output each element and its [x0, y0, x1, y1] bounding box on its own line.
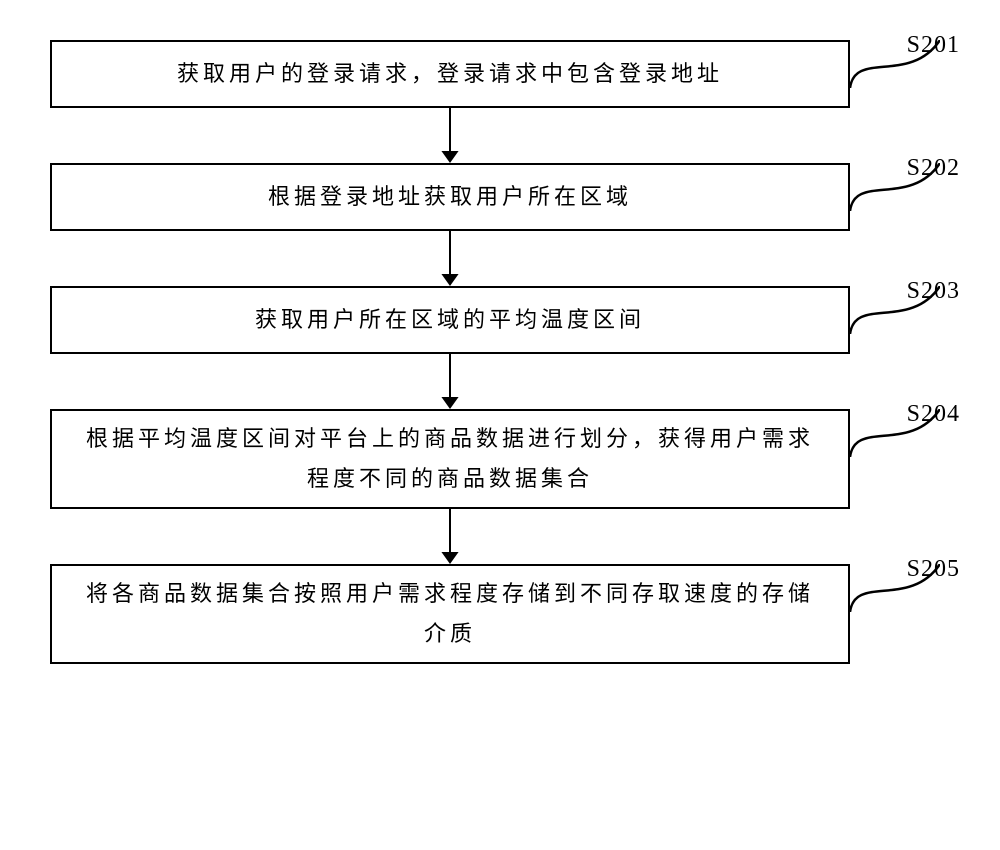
- flow-arrow: [50, 354, 850, 409]
- step-text: 获取用户所在区域的平均温度区间: [255, 300, 645, 340]
- step-text: 获取用户的登录请求，登录请求中包含登录地址: [177, 54, 723, 94]
- flow-arrow: [50, 108, 850, 163]
- step-label-text: S201: [907, 32, 960, 58]
- step-label-text: S202: [907, 155, 960, 181]
- step-text: 根据登录地址获取用户所在区域: [268, 177, 632, 217]
- step-label-text: S205: [907, 556, 960, 582]
- step-text: 将各商品数据集合按照用户需求程度存储到不同存取速度的存储介质: [76, 574, 824, 653]
- step-box-S205: 将各商品数据集合按照用户需求程度存储到不同存取速度的存储介质: [50, 564, 850, 664]
- step-box-S202: 根据登录地址获取用户所在区域: [50, 163, 850, 231]
- step-label-S202: S202: [907, 155, 960, 182]
- flow-step: 获取用户所在区域的平均温度区间S203: [50, 286, 950, 354]
- step-label-S201: S201: [907, 32, 960, 59]
- flow-step: 将各商品数据集合按照用户需求程度存储到不同存取速度的存储介质S205: [50, 564, 950, 664]
- flow-arrow: [50, 231, 850, 286]
- step-label-S203: S203: [907, 278, 960, 305]
- step-label-text: S204: [907, 401, 960, 427]
- flow-arrow: [50, 509, 850, 564]
- step-label-S204: S204: [907, 401, 960, 428]
- step-label-S205: S205: [907, 556, 960, 583]
- step-box-S203: 获取用户所在区域的平均温度区间: [50, 286, 850, 354]
- flowchart-container: 获取用户的登录请求，登录请求中包含登录地址S201 根据登录地址获取用户所在区域S…: [50, 40, 950, 664]
- flow-step: 根据登录地址获取用户所在区域S202: [50, 163, 950, 231]
- step-text: 根据平均温度区间对平台上的商品数据进行划分，获得用户需求程度不同的商品数据集合: [76, 419, 824, 498]
- step-box-S204: 根据平均温度区间对平台上的商品数据进行划分，获得用户需求程度不同的商品数据集合: [50, 409, 850, 509]
- flow-step: 根据平均温度区间对平台上的商品数据进行划分，获得用户需求程度不同的商品数据集合S…: [50, 409, 950, 509]
- step-label-text: S203: [907, 278, 960, 304]
- flow-step: 获取用户的登录请求，登录请求中包含登录地址S201: [50, 40, 950, 108]
- step-box-S201: 获取用户的登录请求，登录请求中包含登录地址: [50, 40, 850, 108]
